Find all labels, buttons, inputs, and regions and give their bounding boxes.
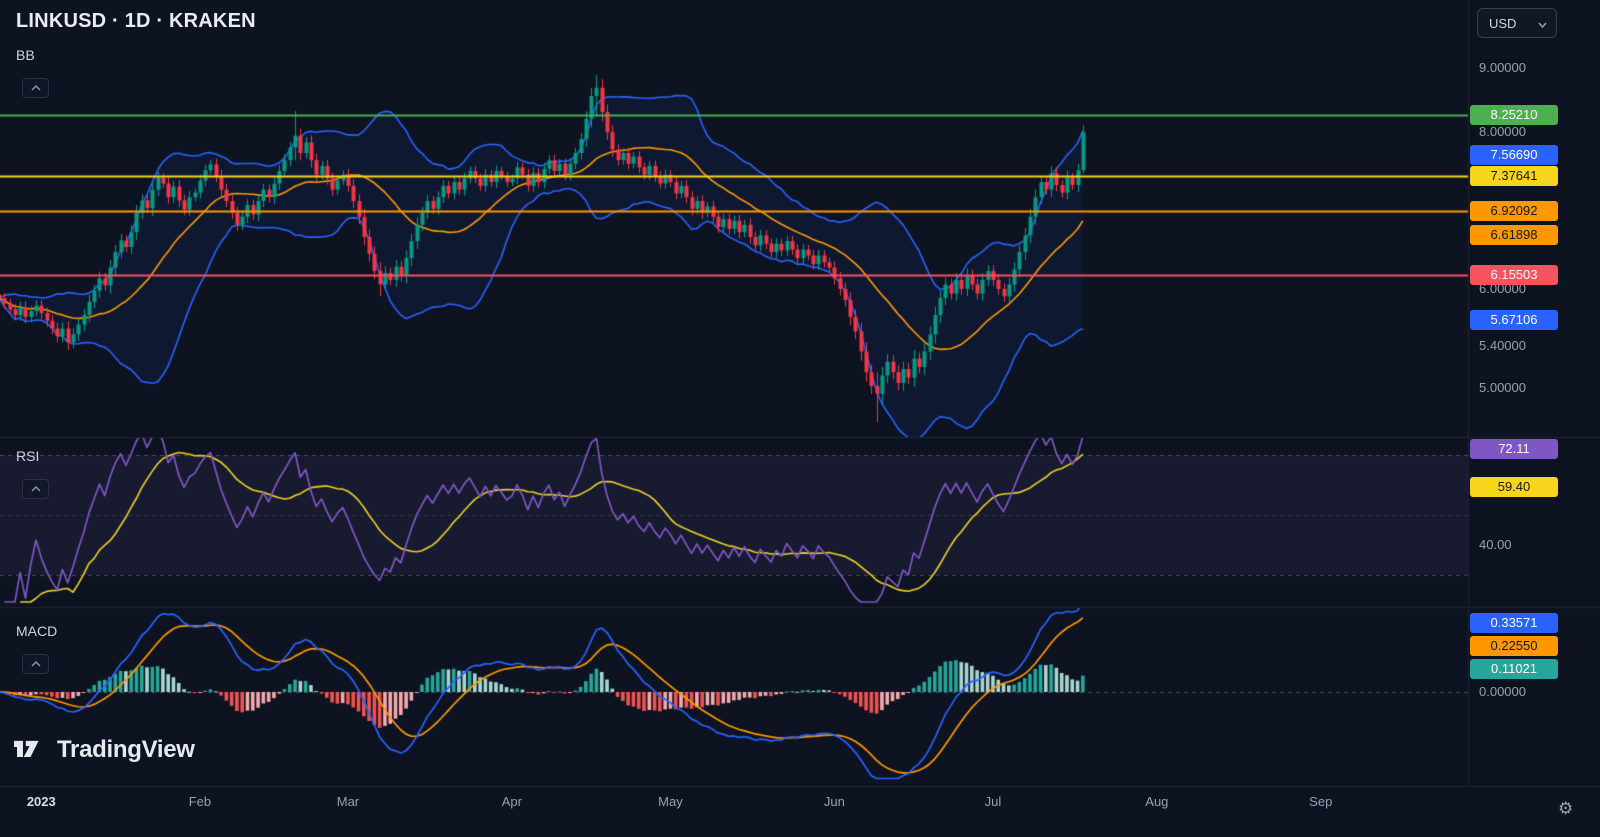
symbol-title[interactable]: LINKUSD · 1D · KRAKEN	[16, 10, 256, 32]
time-axis-label-Sep: Sep	[1309, 794, 1333, 809]
chevron-up-icon	[30, 661, 41, 667]
time-axis[interactable]: 2023 Feb Mar Apr May Jun Jul Aug Sep	[0, 794, 1600, 837]
price-axis-label-8.00000: 8.00000	[1479, 124, 1526, 140]
tradingview-wordmark: TradingView	[57, 736, 195, 763]
price-axis[interactable]: 9.00000 8.00000 6.00000 5.40000 5.00000 40.00…	[0, 0, 1600, 786]
time-axis-label-2023: 2023	[26, 794, 56, 809]
chevron-down-icon	[1538, 16, 1547, 31]
axis-tag-59.40[interactable]: 59.40	[1470, 476, 1558, 497]
bb-indicator-label[interactable]: BB	[16, 47, 35, 63]
time-axis-label-May: May	[658, 794, 683, 809]
macd-collapse-button[interactable]	[22, 654, 49, 674]
currency-label: USD	[1489, 15, 1517, 31]
price-axis-label-5.40000: 5.40000	[1479, 338, 1526, 354]
time-axis-label-Apr: Apr	[501, 794, 522, 809]
time-axis-label-Jun: Jun	[823, 794, 845, 809]
time-axis-label-Mar: Mar	[336, 794, 360, 809]
time-axis-label-Jul: Jul	[984, 794, 1002, 809]
axis-tag-6.92092[interactable]: 6.92092	[1470, 201, 1558, 222]
axis-tag-7.56690[interactable]: 7.56690	[1470, 145, 1558, 166]
axis-tag-8.25210[interactable]: 8.25210	[1470, 105, 1558, 126]
tradingview-logo-icon	[14, 737, 48, 763]
axis-tag-0.11021[interactable]: 0.11021	[1470, 659, 1558, 680]
rsi-collapse-button[interactable]	[22, 479, 49, 499]
price-axis-label-9.00000: 9.00000	[1479, 60, 1526, 75]
chevron-up-icon	[30, 486, 41, 492]
axis-tag-0.33571[interactable]: 0.33571	[1470, 612, 1558, 633]
settings-gear-icon[interactable]: ⚙	[1558, 799, 1574, 818]
axis-tag-72.11[interactable]: 72.11	[1470, 438, 1558, 459]
bb-collapse-button[interactable]	[22, 78, 49, 98]
macd-axis-label-0.00000: 0.00000	[1479, 684, 1526, 699]
currency-dropdown[interactable]: USD	[1477, 8, 1557, 38]
axis-tag-6.15503[interactable]: 6.15503	[1470, 265, 1558, 286]
time-axis-label-Feb: Feb	[188, 794, 212, 809]
rsi-axis-label-40.00: 40.00	[1479, 537, 1512, 552]
axis-tag-0.22550[interactable]: 0.22550	[1470, 635, 1558, 656]
macd-indicator-label[interactable]: MACD	[16, 623, 58, 639]
price-axis-label-5.00000: 5.00000	[1479, 380, 1526, 396]
rsi-indicator-label[interactable]: RSI	[16, 448, 40, 464]
chevron-up-icon	[30, 85, 41, 91]
axis-tag-6.61898[interactable]: 6.61898	[1470, 225, 1558, 246]
time-axis-label-Aug: Aug	[1145, 794, 1169, 809]
axis-tag-5.67106[interactable]: 5.67106	[1470, 309, 1558, 330]
axis-tag-7.37641[interactable]: 7.37641	[1470, 166, 1558, 187]
tradingview-logo[interactable]: TradingView	[14, 736, 195, 764]
